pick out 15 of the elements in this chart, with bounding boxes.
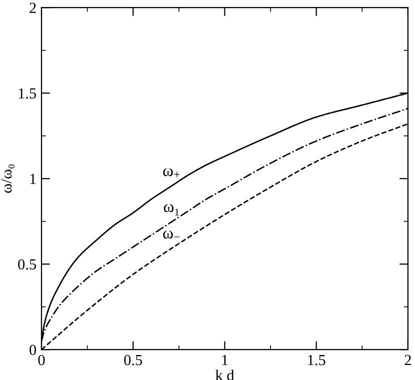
x-tick-label: 1	[222, 354, 228, 366]
x-axis-title: k d	[215, 370, 234, 380]
series-label: ω$_{−}$	[163, 230, 180, 239]
y-tick-label: 1.5	[18, 88, 36, 99]
y-tick-label: 0	[30, 344, 36, 356]
x-tick-label: 0.5	[124, 354, 142, 366]
y-axis-title: ω/ω₀	[1, 164, 15, 193]
y-tick-label: 1	[30, 174, 36, 184]
x-tick-label: 1.5	[308, 354, 326, 366]
y-tick-label: 0.5	[18, 259, 36, 270]
series-label: ω$_{+}$	[163, 168, 180, 178]
y-tick-label: 2	[30, 2, 36, 13]
series-label: ω₁	[164, 204, 179, 216]
x-tick-label: 2	[404, 354, 411, 366]
x-tick-label: 0	[38, 354, 45, 366]
